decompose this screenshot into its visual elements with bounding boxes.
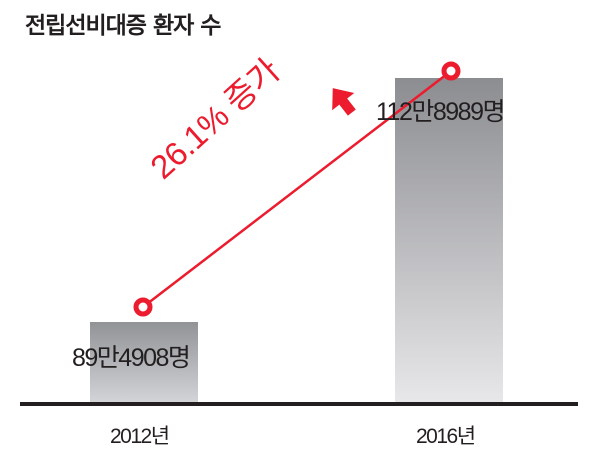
bar-value-label-2016: 112만8989명 bbox=[376, 98, 505, 126]
x-tick-label-2012: 2012년 bbox=[110, 425, 170, 448]
bar-2016 bbox=[395, 78, 503, 404]
trend-point-2016 bbox=[441, 61, 461, 81]
trend-point-2012 bbox=[133, 297, 153, 317]
bar-value-label-2012: 89만4908명 bbox=[72, 344, 191, 372]
x-tick-label-2016: 2016년 bbox=[416, 425, 476, 448]
bar-2012 bbox=[90, 322, 198, 404]
arrow-up-icon bbox=[332, 88, 356, 116]
trend-line bbox=[142, 70, 452, 308]
chart-title: 전립선비대증 환자 수 bbox=[25, 13, 221, 39]
